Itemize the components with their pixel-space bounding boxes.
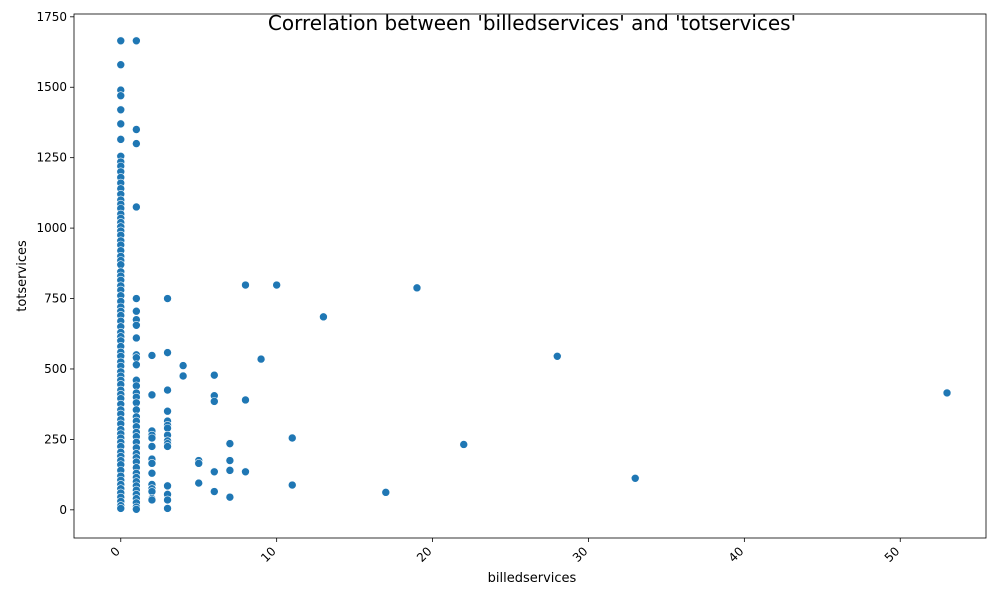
x-tick-label: 30 — [570, 544, 591, 565]
data-point — [163, 495, 172, 505]
data-point — [225, 466, 235, 475]
data-point — [116, 119, 126, 129]
data-point — [225, 492, 235, 502]
x-tick-label: 20 — [414, 544, 435, 565]
x-tick-label: 50 — [882, 544, 903, 565]
x-tick-label: 0 — [108, 544, 123, 559]
y-tick-label: 1500 — [36, 80, 67, 94]
data-point — [178, 361, 188, 370]
x-tick-label: 40 — [726, 544, 747, 565]
data-point — [163, 504, 172, 513]
data-point — [381, 488, 391, 497]
data-point — [132, 202, 141, 212]
data-point — [163, 481, 172, 491]
data-point — [225, 439, 235, 448]
y-tick-label: 0 — [59, 503, 67, 517]
data-point — [942, 388, 952, 398]
x-axis-ticks: 0 10 20 30 40 50 — [108, 538, 903, 565]
data-point — [147, 495, 157, 505]
data-point — [287, 480, 297, 490]
data-point — [241, 467, 250, 477]
y-tick-label: 1750 — [36, 10, 67, 24]
data-point — [116, 36, 126, 46]
y-axis-label: totservices — [15, 240, 30, 312]
data-points — [116, 36, 952, 514]
data-point — [132, 36, 141, 46]
data-point — [210, 467, 219, 477]
data-point — [116, 91, 126, 100]
data-point — [241, 280, 250, 290]
data-point — [163, 385, 172, 395]
data-point — [287, 433, 297, 443]
chart-title: Correlation between 'billedservices' and… — [268, 11, 796, 35]
x-axis-label: billedservices — [488, 571, 577, 586]
data-point — [163, 442, 172, 451]
data-point — [630, 473, 640, 483]
data-point — [116, 105, 126, 115]
y-tick-label: 1250 — [36, 151, 67, 165]
y-tick-label: 500 — [44, 362, 67, 376]
data-point — [256, 354, 266, 364]
data-point — [132, 294, 141, 303]
data-point — [194, 478, 204, 488]
plot-area — [73, 13, 987, 539]
y-axis-ticks: 0 250 500 750 1000 1250 1500 1750 — [36, 10, 74, 517]
data-point — [552, 351, 562, 361]
y-tick-label: 750 — [44, 292, 67, 306]
data-point — [132, 321, 141, 330]
data-point — [147, 459, 157, 468]
data-point — [132, 333, 141, 343]
data-point — [319, 312, 328, 322]
data-point — [210, 397, 219, 406]
data-point — [147, 351, 157, 360]
data-point — [116, 135, 126, 144]
data-point — [147, 390, 157, 400]
data-point — [132, 125, 141, 134]
data-point — [412, 283, 422, 293]
data-point — [132, 306, 141, 316]
data-point — [132, 504, 141, 514]
data-point — [116, 60, 126, 70]
data-point — [116, 504, 126, 513]
data-point — [163, 294, 172, 303]
data-point — [210, 487, 219, 496]
data-point — [132, 360, 141, 370]
data-point — [194, 459, 204, 468]
data-point — [163, 348, 172, 357]
data-point — [147, 468, 157, 478]
x-tick-label: 10 — [258, 544, 279, 565]
data-point — [225, 456, 235, 465]
data-point — [147, 442, 157, 451]
data-point — [147, 433, 157, 443]
data-point — [132, 139, 141, 148]
data-point — [178, 371, 188, 381]
data-point — [272, 280, 281, 290]
data-point — [459, 440, 469, 449]
y-tick-label: 250 — [44, 432, 67, 446]
y-tick-label: 1000 — [36, 221, 67, 235]
data-point — [163, 406, 172, 416]
data-point — [210, 370, 219, 380]
data-point — [241, 395, 250, 405]
